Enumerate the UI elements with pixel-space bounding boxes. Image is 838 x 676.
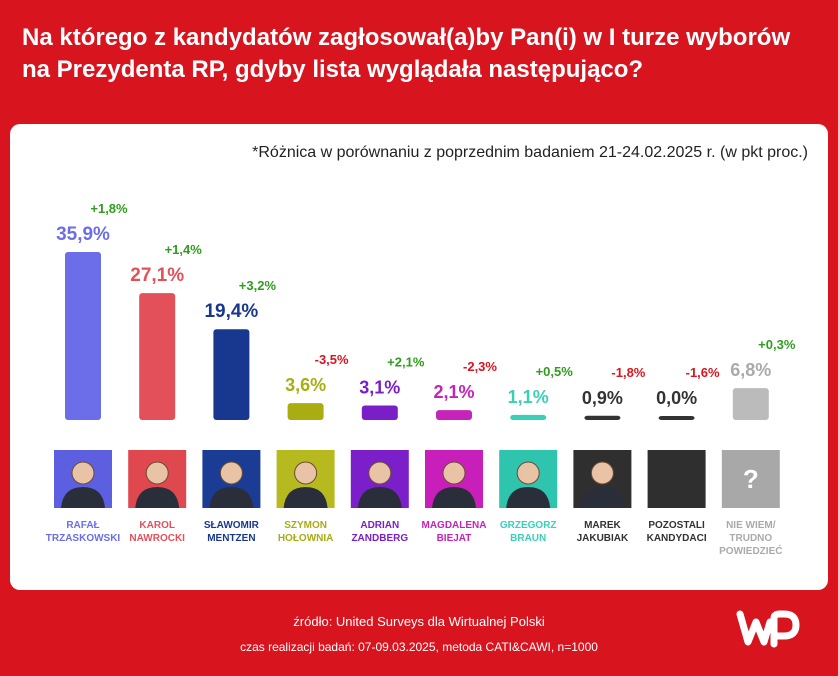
bar-1 [65,252,101,420]
candidate-face-icon-8 [590,461,614,485]
candidate-name-10-line-1: NIE WIEM/ [726,520,776,531]
source-text: źródło: United Surveys dla Wirtualnej Po… [293,614,545,629]
candidate-name-6-line-2: BIEJAT [437,533,472,544]
candidate-suit-icon-1 [61,487,105,508]
chart-card: *Różnica w porównaniu z poprzednim badan… [10,124,828,590]
candidate-name-7-line-2: BRAUN [510,533,546,544]
candidate-suit-icon-8 [580,487,625,508]
candidate-suit-icon-7 [506,487,551,508]
candidate-face-icon-2 [145,461,169,485]
value-label-6: 2,1% [433,382,474,402]
candidate-face-icon-7 [516,461,540,485]
change-label-8: -1,8% [611,365,645,380]
bar-2 [139,293,176,420]
change-label-6: -2,3% [463,359,497,374]
candidate-photo-9 [647,450,706,508]
question-mark-icon: ? [743,464,759,494]
change-label-4: -3,5% [315,352,349,367]
value-label-9: 0,0% [656,388,697,408]
candidate-name-5-line-2: ZANDBERG [351,533,408,544]
candidate-name-8-line-1: MAREK [584,520,621,531]
candidate-name-10-line-2: TRUDNO [729,533,772,544]
candidate-name-4-line-2: HOŁOWNIA [278,533,334,544]
bar-3 [213,329,250,420]
candidate-photo-10 [721,450,780,508]
wp-logo-icon [736,610,800,648]
value-label-1: 35,9% [56,224,110,245]
candidate-name-4-line-1: SZYMON [284,520,327,531]
candidate-name-8-line-2: JAKUBIAK [577,533,629,544]
header: Na którego z kandydatów zagłosował(a)by … [0,0,838,116]
candidate-suit-icon-5 [357,487,402,508]
candidate-name-6-line-1: MAGDALENA [422,520,487,531]
candidate-name-2-line-2: NAWROCKI [129,533,185,544]
bar-7 [510,414,547,420]
value-label-2: 27,1% [130,265,184,286]
candidate-name-9-line-2: KANDYDACI [647,533,707,544]
bar-5 [361,405,398,420]
chart-title: Na którego z kandydatów zagłosował(a)by … [22,24,791,83]
change-label-9: -1,6% [686,365,720,380]
candidate-suit-icon-6 [432,487,476,508]
method-text: czas realizacji badań: 07-09.03.2025, me… [240,640,598,654]
candidate-suit-icon-2 [135,487,180,508]
bar-9 [658,416,695,420]
candidate-name-2-line-1: KAROL [139,520,175,531]
change-label-7: +0,5% [536,364,574,379]
value-label-7: 1,1% [508,387,549,407]
candidate-name-5-line-1: ADRIAN [360,520,399,531]
candidate-name-9-line-1: POZOSTALI [648,520,705,531]
candidate-face-icon-1 [71,461,95,485]
candidate-name-10-line-3: POWIEDZIEĆ [719,544,782,557]
change-label-2: +1,4% [165,242,203,257]
candidate-face-icon-4 [294,461,318,485]
candidate-suit-icon-3 [209,487,254,508]
candidate-name-1-line-1: RAFAŁ [66,520,99,531]
bar-4 [287,403,324,420]
candidate-face-icon-5 [368,461,392,485]
bar-10 [732,388,769,420]
bar-6 [436,410,472,420]
change-label-10: +0,3% [758,337,796,352]
candidate-name-7-line-1: GRZEGORZ [500,520,557,531]
value-label-4: 3,6% [285,375,326,395]
candidate-face-icon-6 [442,461,466,485]
candidate-face-icon-3 [219,461,243,485]
bar-chart: 35,9% +1,8% RAFAŁ TRZASKOWSKI 27,1% +1,4% KARO… [46,201,796,557]
bar-8 [584,415,621,420]
candidate-suit-icon-4 [283,487,328,508]
candidate-name-3-line-1: SŁAWOMIR [204,520,260,531]
change-label-3: +3,2% [239,278,277,293]
chart-note: *Różnica w porównaniu z poprzednim badan… [252,144,808,161]
candidate-name-3-line-2: MENTZEN [207,533,255,544]
footer: źródło: United Surveys dla Wirtualnej Po… [0,594,838,676]
change-label-1: +1,8% [90,201,128,216]
value-label-3: 19,4% [204,301,258,322]
value-label-10: 6,8% [730,360,771,380]
candidate-name-1-line-2: TRZASKOWSKI [46,533,121,544]
value-label-5: 3,1% [359,377,400,397]
change-label-5: +2,1% [387,354,425,369]
value-label-8: 0,9% [582,388,623,408]
